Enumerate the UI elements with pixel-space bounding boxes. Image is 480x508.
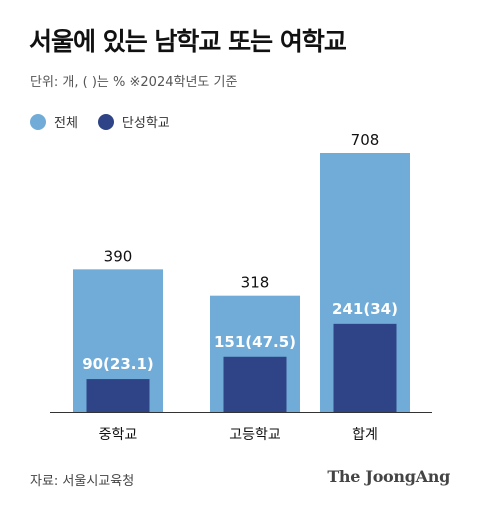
chart-subtitle: 단위: 개, ( )는 % ※2024학년도 기준 (30, 75, 238, 90)
legend-label-single-sex: 단성학교 (121, 116, 170, 131)
bar-single-sex (333, 323, 397, 412)
data-label-single-sex: 241(34) (332, 300, 398, 318)
legend-swatch-single-sex (97, 113, 114, 130)
bar-single-sex (223, 356, 287, 412)
legend-item-total: 전체 (30, 112, 78, 131)
data-label-total: 390 (104, 247, 133, 265)
data-label-single-sex: 151(47.5) (214, 333, 296, 351)
data-label-total: 708 (351, 131, 380, 149)
legend-label-total: 전체 (54, 116, 78, 131)
chart-title: 서울에 있는 남학교 또는 여학교 (29, 27, 347, 56)
data-label-total: 318 (241, 274, 270, 292)
x-tick-label: 고등학교 (229, 427, 281, 443)
source-note: 자료: 서울시교육청 (30, 474, 135, 489)
bar-single-sex (86, 379, 150, 412)
legend: 전체 단성학교 (30, 112, 190, 131)
legend-item-single-sex: 단성학교 (97, 112, 170, 131)
data-label-single-sex: 90(23.1) (82, 355, 154, 373)
publisher-logo: The JoongAng (327, 467, 450, 486)
legend-swatch-total (30, 113, 46, 130)
x-tick-label: 중학교 (99, 427, 138, 443)
x-tick-label: 합계 (352, 427, 378, 443)
